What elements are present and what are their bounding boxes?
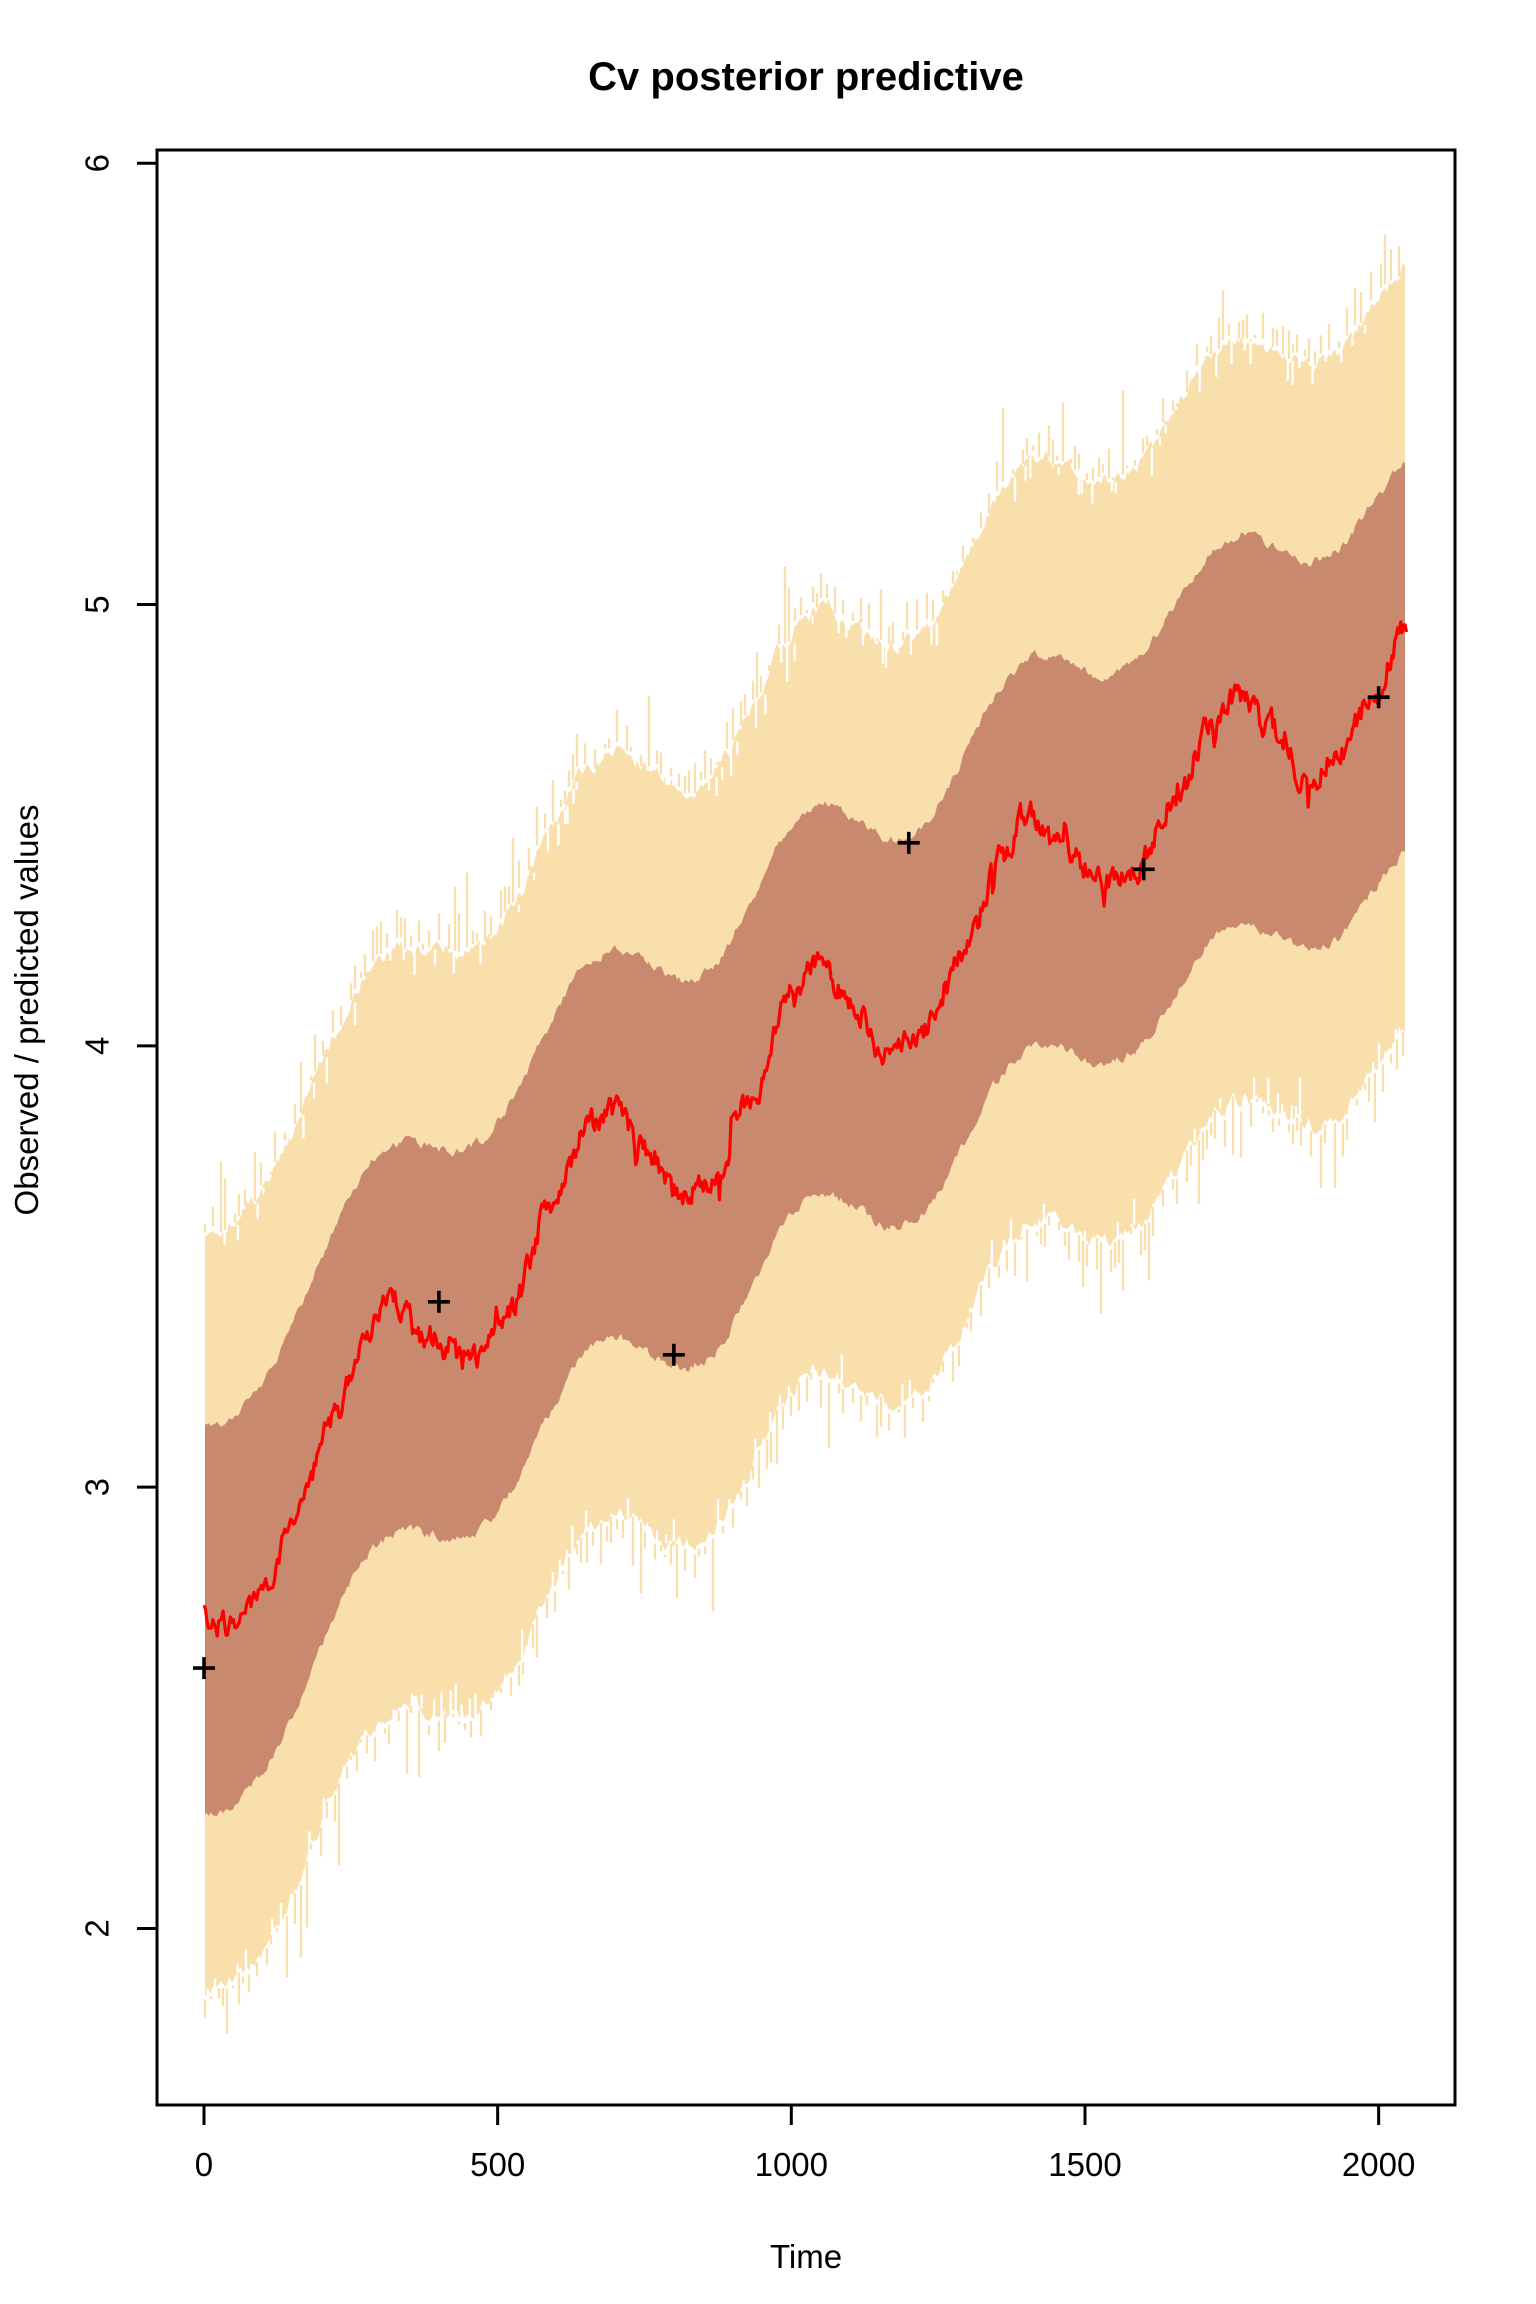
plot-border: [155, 148, 1457, 2107]
mean-line-layer: [202, 620, 1409, 1638]
observed-marker: [1367, 686, 1390, 709]
y-axis-title: Observed / predicted values: [8, 805, 45, 1216]
observed-marker: [427, 1290, 450, 1313]
credible-bands-layer: [203, 235, 1410, 2034]
y-axis-tick-label: 3: [79, 1478, 116, 1496]
y-axis-tick-label: 5: [79, 595, 116, 613]
observed-marker: [662, 1343, 685, 1366]
x-axis-tick-label: 2000: [1342, 2146, 1415, 2183]
x-axis-title: Time: [770, 2238, 842, 2275]
inner-band: [205, 462, 1405, 1817]
y-axis-tick-label: 6: [79, 154, 116, 172]
posterior-mean-line: [202, 620, 1409, 1638]
observed-points-layer: [192, 686, 1390, 1680]
chart-title: Cv posterior predictive: [588, 55, 1024, 99]
y-axis-tick-label: 2: [79, 1919, 116, 1937]
x-axis-tick-label: 500: [470, 2146, 525, 2183]
x-axis-tick-label: 0: [195, 2146, 213, 2183]
axes-layer: 0 500 1000 1500 2000 2 3 4 5 6: [79, 148, 1457, 2183]
observed-marker: [192, 1657, 215, 1680]
x-axis-tick-label: 1500: [1048, 2146, 1121, 2183]
y-axis-tick-label: 4: [79, 1037, 116, 1055]
observed-marker: [1132, 858, 1155, 881]
x-axis-tick-label: 1000: [755, 2146, 828, 2183]
observed-marker: [897, 831, 920, 854]
